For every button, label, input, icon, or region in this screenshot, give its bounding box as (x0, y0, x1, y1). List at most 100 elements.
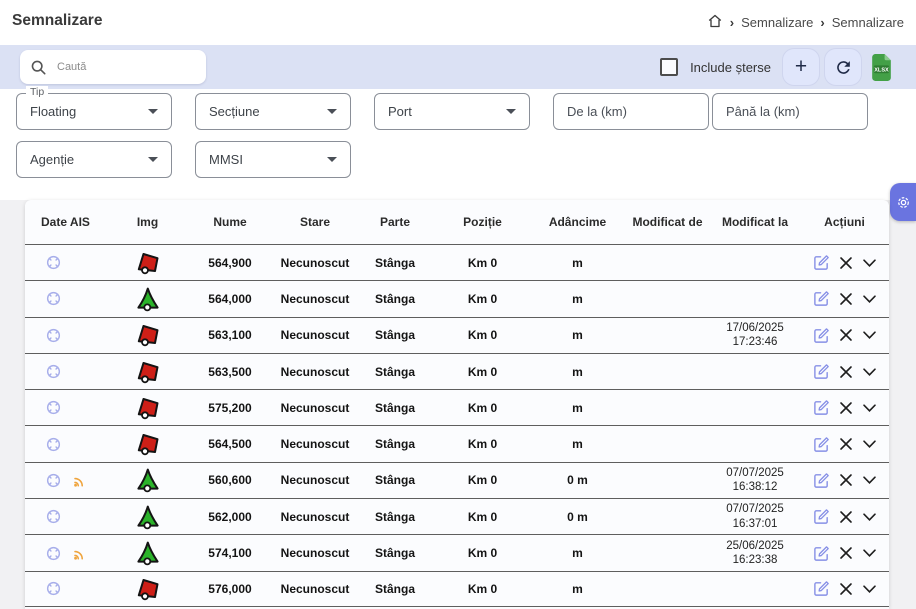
ais-target-icon[interactable] (45, 290, 62, 307)
delete-button[interactable] (839, 510, 853, 524)
buoy-red-icon (135, 359, 161, 385)
filter-agentie-select[interactable]: Agenție (16, 141, 172, 178)
expand-row-button[interactable] (862, 510, 877, 524)
delete-button[interactable] (839, 256, 853, 270)
table-row[interactable]: 574,100 Necunoscut Stânga Km 0 m 25/06/2… (25, 534, 889, 570)
edit-button[interactable] (813, 363, 830, 380)
expand-row-button[interactable] (862, 546, 877, 560)
filter-de-la-field[interactable] (553, 93, 709, 130)
delete-button[interactable] (839, 437, 853, 451)
refresh-button[interactable] (825, 49, 861, 85)
edit-button[interactable] (813, 436, 830, 453)
table-row[interactable]: 575,200 Necunoscut Stânga Km 0 m (25, 389, 889, 425)
expand-row-button[interactable] (862, 582, 877, 596)
ais-target-icon[interactable] (45, 399, 62, 416)
delete-button[interactable] (839, 546, 853, 560)
ais-target-icon[interactable] (45, 580, 62, 597)
toolbar: Include șterse + XLSX (0, 45, 916, 89)
table-row[interactable]: 562,000 Necunoscut Stânga Km 0 0 m 07/07… (25, 498, 889, 534)
cell-pozitie: Km 0 (435, 256, 530, 270)
delete-button[interactable] (839, 582, 853, 596)
search-box[interactable] (20, 50, 206, 84)
cell-stare: Necunoscut (275, 510, 355, 524)
filter-sectiune-select[interactable]: Secțiune (195, 93, 351, 130)
ais-target-icon[interactable] (45, 363, 62, 380)
cell-nume: 575,200 (185, 401, 275, 415)
cell-modificat-la: 07/07/202516:37:01 (710, 502, 800, 531)
expand-row-button[interactable] (862, 292, 877, 306)
table-row[interactable]: 560,600 Necunoscut Stânga Km 0 0 m 07/07… (25, 462, 889, 498)
delete-button[interactable] (839, 292, 853, 306)
ais-target-icon[interactable] (45, 508, 62, 525)
edit-button[interactable] (813, 254, 830, 271)
cell-stare: Necunoscut (275, 365, 355, 379)
cell-parte: Stânga (355, 437, 435, 451)
filter-tip-value: Floating (30, 104, 148, 119)
cell-pozitie: Km 0 (435, 292, 530, 306)
cell-parte: Stânga (355, 401, 435, 415)
ais-target-icon[interactable] (45, 436, 62, 453)
breadcrumb-item[interactable]: Semnalizare (832, 15, 904, 30)
filter-tip-label: Tip (26, 86, 48, 98)
edit-button[interactable] (813, 472, 830, 489)
expand-row-button[interactable] (862, 437, 877, 451)
chevron-down-icon (148, 157, 158, 162)
filter-port-value: Port (388, 104, 506, 119)
breadcrumb: › Semnalizare › Semnalizare (707, 13, 904, 32)
breadcrumb-item[interactable]: Semnalizare (741, 15, 813, 30)
home-icon[interactable] (707, 13, 723, 32)
buoy-green-icon (135, 286, 161, 312)
search-input[interactable] (57, 61, 199, 73)
table-row[interactable]: 564,900 Necunoscut Stânga Km 0 m (25, 244, 889, 280)
cell-adancime: m (530, 401, 625, 415)
edit-button[interactable] (813, 399, 830, 416)
expand-row-button[interactable] (862, 365, 877, 379)
results-table: Date AISImgNumeStarePartePozițieAdâncime… (25, 200, 889, 609)
ais-target-icon[interactable] (45, 254, 62, 271)
add-button[interactable]: + (783, 49, 819, 85)
delete-button[interactable] (839, 401, 853, 415)
export-xlsx-button[interactable]: XLSX (869, 53, 894, 82)
edit-button[interactable] (813, 327, 830, 344)
cell-stare: Necunoscut (275, 256, 355, 270)
filter-pana-la-field[interactable] (712, 93, 868, 130)
xlsx-file-icon: XLSX (869, 53, 894, 82)
include-deleted-label: Include șterse (690, 60, 771, 75)
expand-row-button[interactable] (862, 328, 877, 342)
cell-nume: 576,000 (185, 582, 275, 596)
delete-button[interactable] (839, 473, 853, 487)
edit-button[interactable] (813, 545, 830, 562)
expand-row-button[interactable] (862, 401, 877, 415)
delete-button[interactable] (839, 328, 853, 342)
table-row[interactable]: 563,500 Necunoscut Stânga Km 0 m (25, 353, 889, 389)
edit-button[interactable] (813, 580, 830, 597)
edit-button[interactable] (813, 290, 830, 307)
filter-pana-la-input[interactable] (726, 104, 854, 119)
cell-nume: 564,900 (185, 256, 275, 270)
include-deleted-checkbox[interactable] (660, 58, 678, 76)
delete-button[interactable] (839, 365, 853, 379)
filter-de-la-input[interactable] (567, 104, 695, 119)
cell-pozitie: Km 0 (435, 510, 530, 524)
cell-stare: Necunoscut (275, 328, 355, 342)
chevron-down-icon (506, 109, 516, 114)
cell-parte: Stânga (355, 473, 435, 487)
filter-port-select[interactable]: Port (374, 93, 530, 130)
table-row[interactable]: 576,000 Necunoscut Stânga Km 0 m (25, 571, 889, 607)
expand-row-button[interactable] (862, 473, 877, 487)
ais-target-icon[interactable] (45, 545, 62, 562)
settings-tab-button[interactable] (890, 183, 916, 221)
ais-target-icon[interactable] (45, 327, 62, 344)
buoy-red-icon (135, 431, 161, 457)
table-row[interactable]: 563,100 Necunoscut Stânga Km 0 m 17/06/2… (25, 317, 889, 353)
edit-button[interactable] (813, 508, 830, 525)
table-row[interactable]: 564,000 Necunoscut Stânga Km 0 m (25, 280, 889, 316)
chevron-down-icon (148, 109, 158, 114)
cell-adancime: 0 m (530, 510, 625, 524)
ais-target-icon[interactable] (45, 472, 62, 489)
filter-mmsi-select[interactable]: MMSI (195, 141, 351, 178)
expand-row-button[interactable] (862, 256, 877, 270)
table-row[interactable]: 564,500 Necunoscut Stânga Km 0 m (25, 425, 889, 461)
filter-tip-select[interactable]: Tip Floating (16, 93, 172, 130)
app-bar: Semnalizare › Semnalizare › Semnalizare (0, 0, 916, 45)
